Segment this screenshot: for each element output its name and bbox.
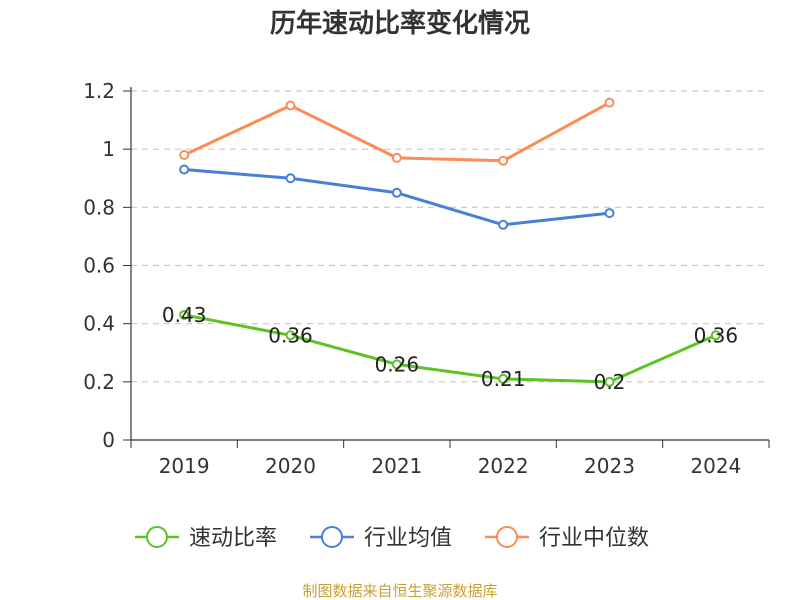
series-line xyxy=(183,101,611,163)
y-tick-label: 0.4 xyxy=(83,312,115,336)
data-point xyxy=(391,187,402,198)
data-point xyxy=(179,309,190,320)
data-point xyxy=(498,155,509,166)
y-tick-label: 1 xyxy=(102,137,115,161)
y-tick-label: 0.8 xyxy=(83,195,115,219)
data-label: 0.36 xyxy=(268,323,313,347)
x-tick-label: 2022 xyxy=(478,454,529,478)
data-label: 0.2 xyxy=(594,370,626,394)
data-point xyxy=(498,219,509,230)
data-label: 0.36 xyxy=(694,323,739,347)
axes: 0 0.2 0.4 0.6 0.8 1 1.2 2019 2020 2021 2022 2023 202… xyxy=(83,79,770,478)
data-label: 0.21 xyxy=(481,367,526,391)
x-tick-label: 2023 xyxy=(584,454,635,478)
legend: 速动比率 行业均值 行业中位数 xyxy=(135,526,649,551)
data-point xyxy=(604,97,615,108)
data-point xyxy=(179,149,190,160)
data-point xyxy=(391,152,402,163)
data-point xyxy=(179,164,190,175)
data-point xyxy=(391,359,402,370)
legend-item: 行业均值 xyxy=(310,526,452,551)
data-point xyxy=(604,376,615,387)
x-tick-label: 2020 xyxy=(265,454,316,478)
data-label: 0.43 xyxy=(162,303,207,327)
data-point xyxy=(285,330,296,341)
legend-label: 行业均值 xyxy=(364,526,452,551)
y-tick-label: 0.2 xyxy=(83,370,115,394)
source-note: 制图数据来自恒生聚源数据库 xyxy=(302,582,497,600)
legend-label: 行业中位数 xyxy=(539,526,649,551)
data-point xyxy=(604,208,615,219)
legend-item: 行业中位数 xyxy=(485,526,649,551)
legend-label: 速动比率 xyxy=(189,526,277,551)
y-tick-label: 0.6 xyxy=(83,254,115,278)
x-tick-label: 2021 xyxy=(371,454,422,478)
y-tick-label: 0 xyxy=(102,428,115,452)
legend-marker xyxy=(496,526,518,548)
chart-title: 历年速动比率变化情况 xyxy=(270,8,530,39)
legend-item: 速动比率 xyxy=(135,526,277,551)
data-point xyxy=(285,173,296,184)
data-point xyxy=(710,330,721,341)
series-layer xyxy=(179,97,721,387)
x-tick-label: 2024 xyxy=(690,454,741,478)
legend-marker xyxy=(321,526,343,548)
y-tick-label: 1.2 xyxy=(83,79,115,103)
series-line xyxy=(183,313,717,384)
data-point xyxy=(285,100,296,111)
data-label: 0.26 xyxy=(375,352,420,376)
data-labels: 0.43 0.36 0.26 0.21 0.2 0.36 xyxy=(162,303,738,394)
x-tick-label: 2019 xyxy=(159,454,210,478)
data-point xyxy=(498,373,509,384)
legend-marker xyxy=(146,526,168,548)
